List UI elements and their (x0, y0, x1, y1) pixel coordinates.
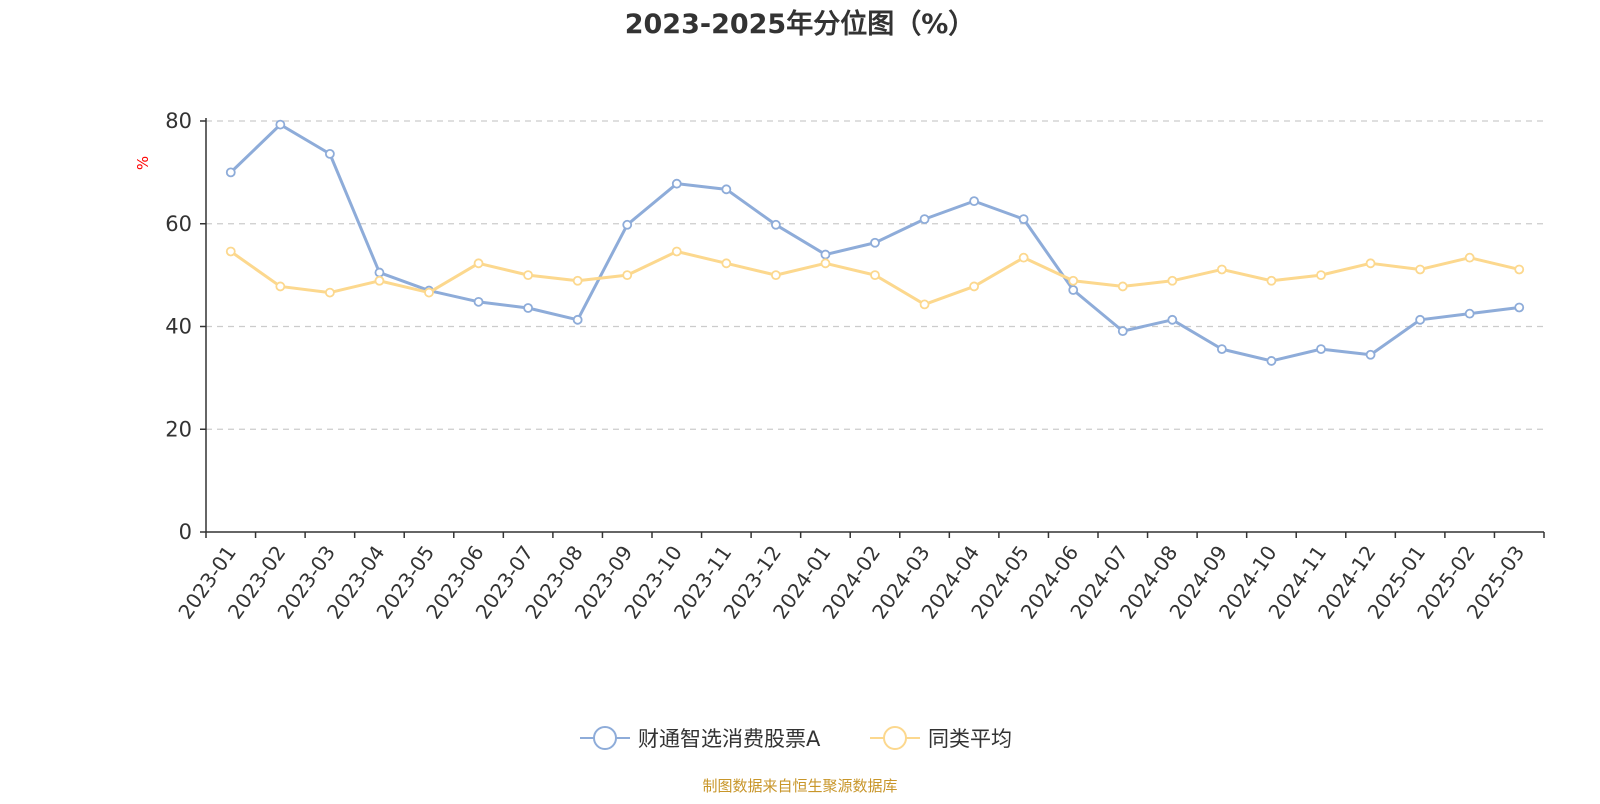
data-point (225, 246, 236, 257)
data-point (1167, 314, 1178, 325)
data-point (275, 281, 286, 292)
y-tick-label: 80 (165, 109, 192, 133)
data-point (424, 287, 434, 298)
data-point (870, 237, 880, 248)
data-point (1117, 281, 1128, 292)
data-point (1365, 349, 1376, 360)
legend-item-2: 同类平均 (870, 726, 1012, 751)
series-2 (225, 246, 1525, 310)
data-point (1167, 275, 1178, 286)
y-axis-label: % (134, 156, 152, 170)
data-point (1068, 275, 1079, 286)
data-point (1316, 344, 1326, 355)
data-point (374, 267, 385, 278)
y-tick-label: 40 (165, 315, 192, 339)
axis-layer: 0204060802023-012023-022023-032023-04202… (165, 109, 1545, 623)
data-point (1316, 270, 1326, 281)
data-point (1266, 356, 1277, 366)
data-point (275, 119, 286, 130)
legend-item-1: 财通智选消费股票A (580, 726, 821, 751)
data-point (622, 219, 633, 230)
data-point (324, 287, 335, 298)
data-point (969, 281, 980, 292)
chart-title: 2023-2025年分位图（%） (625, 8, 976, 40)
data-point (1514, 264, 1525, 275)
data-point (1216, 264, 1227, 275)
data-point (1415, 314, 1426, 325)
y-tick-label: 60 (165, 212, 192, 236)
data-point (1216, 344, 1227, 355)
data-point (324, 148, 335, 159)
data-point (622, 270, 633, 281)
data-point (1018, 252, 1029, 263)
y-tick-label: 20 (165, 417, 192, 441)
source-note: 制图数据来自恒生聚源数据库 (702, 777, 897, 795)
y-tick-label: 0 (179, 520, 192, 544)
data-point (820, 258, 831, 269)
legend-label: 财通智选消费股票A (638, 727, 821, 751)
data-point (523, 270, 534, 281)
data-point (721, 184, 732, 195)
data-point (919, 299, 930, 310)
series-layer (225, 119, 1525, 366)
legend-label: 同类平均 (928, 727, 1012, 751)
data-point (473, 258, 484, 269)
legend-marker (883, 726, 907, 750)
data-point (1266, 275, 1277, 286)
data-point (523, 303, 534, 313)
data-point (870, 270, 880, 281)
data-point (572, 275, 583, 286)
data-point (721, 258, 732, 269)
data-point (1117, 326, 1128, 337)
legend-marker (593, 726, 617, 750)
grid-layer (206, 120, 1548, 430)
data-point (1018, 214, 1029, 225)
data-point (225, 167, 236, 178)
data-point (770, 219, 781, 230)
data-point (919, 214, 930, 225)
data-point (1514, 302, 1525, 313)
data-point (1464, 308, 1475, 319)
data-point (969, 196, 980, 207)
data-point (374, 275, 385, 286)
data-point (473, 296, 484, 307)
series-1 (225, 119, 1525, 366)
data-point (770, 270, 781, 281)
data-point (820, 249, 831, 260)
data-point (1068, 285, 1079, 295)
data-point (572, 314, 583, 325)
data-point (671, 178, 682, 189)
data-point (1464, 252, 1475, 263)
data-point (1365, 258, 1376, 269)
data-point (671, 246, 682, 257)
data-point (1415, 264, 1426, 275)
legend: 财通智选消费股票A 同类平均 (580, 726, 1012, 751)
